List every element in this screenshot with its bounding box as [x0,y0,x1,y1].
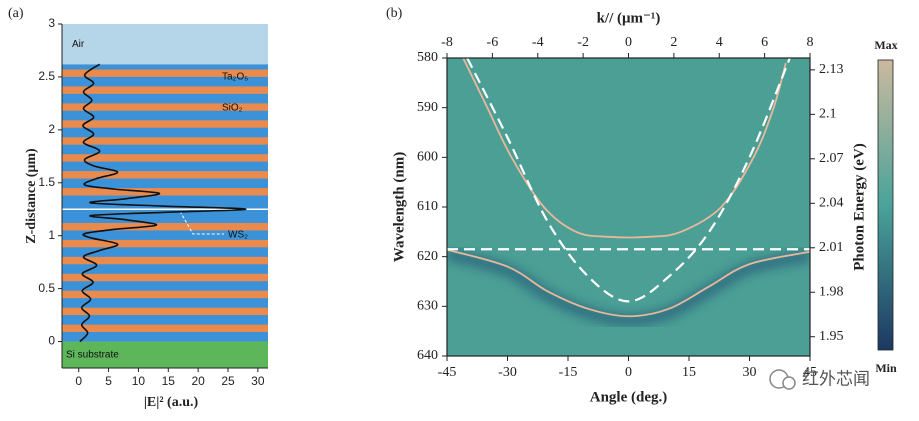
y2-tick-label: 2.13 [819,62,844,77]
y2-tick-label: 1.95 [819,329,844,344]
y2-tick-label: 2.01 [819,240,844,255]
y-axis-label: Wavelength (nm) [391,152,407,262]
dashed-line [466,58,791,303]
x-tick-label: 20 [191,374,205,388]
field-profile [79,63,247,343]
x-tick-label: 30 [251,374,265,388]
ta2o5-layer [62,86,268,94]
ta2o5-layer [62,103,268,111]
region [62,24,268,65]
watermark-text: 红外芯闻 [802,369,870,388]
annotation: SiO₂ [222,103,243,114]
x2-tick-label: -2 [577,35,589,50]
ta2o5-layer [62,307,268,316]
y-tick-label: 630 [417,299,438,314]
shade [447,247,810,327]
y-tick-label: 2 [48,122,55,136]
watermark: 红外芯闻 [769,369,870,390]
ta2o5-layer [62,290,268,299]
y-tick-label: 600 [417,150,438,165]
y-axis-label: Z-distance (μm) [24,148,39,244]
y2-axis-label: Photon Energy (eV) [851,143,867,271]
dispersion-line [462,58,787,239]
x2-axis-label: k// (μm⁻¹) [597,10,661,26]
ta2o5-layer [62,188,268,196]
colorbar-label: Max [874,38,897,52]
annotation: Ta₂O₅ [222,72,248,83]
x-tick-label: 15 [682,365,696,380]
y-tick-label: 0.5 [38,281,55,295]
y2-tick-label: 1.98 [819,284,844,299]
y2-tick-label: 2.07 [819,151,844,166]
y-tick-label: 0 [48,334,55,348]
y-tick-label: 2.5 [38,69,55,83]
y-tick-label: 1.5 [38,175,55,189]
x2-tick-label: 6 [761,35,768,50]
x2-tick-label: 4 [716,35,723,50]
ta2o5-layer [62,239,268,248]
y2-tick-label: 2.04 [819,196,844,211]
x2-tick-label: 0 [625,35,632,50]
ta2o5-layer [62,324,268,333]
y-tick-label: 640 [417,348,438,363]
x-axis-label: |E|² (a.u.) [144,395,199,410]
x-tick-label: 45 [803,365,817,380]
colorbar [877,59,894,351]
ta2o5-layer [62,69,268,77]
x-tick-label: 30 [743,365,757,380]
y-tick-label: 3 [48,16,55,30]
ta2o5-layer [62,154,268,162]
y-tick-label: 1 [48,228,55,242]
region-label: Air [72,39,85,50]
dispersion-line [447,248,810,318]
x-axis-label: Angle (deg.) [590,389,668,405]
y-tick-label: 620 [417,249,438,264]
heatmap [447,58,810,327]
annotation: WS₂ [228,230,248,241]
ta2o5-layer [62,222,268,231]
ta2o5-layer [62,256,268,265]
x-tick-label: 10 [132,374,146,388]
x-tick-label: 0 [625,365,632,380]
x2-tick-label: 2 [670,35,677,50]
ta2o5-layer [62,120,268,128]
heatmap-background [447,58,810,356]
panel-label: (a) [8,6,24,21]
y-tick-label: 590 [417,100,438,115]
x-tick-label: -30 [498,365,517,380]
x-tick-label: -45 [438,365,457,380]
x2-tick-label: 8 [807,35,814,50]
x-tick-label: -15 [559,365,578,380]
region-label: Si substrate [66,349,119,360]
x-tick-label: 5 [105,374,112,388]
y-tick-label: 580 [417,50,438,65]
panel-label: (b) [386,6,403,21]
x-tick-label: 15 [162,374,176,388]
x2-tick-label: -6 [487,35,499,50]
leader [179,210,224,235]
y2-tick-label: 2.1 [819,107,837,122]
x-tick-label: 0 [75,374,82,388]
ta2o5-layer [62,137,268,145]
region [62,341,268,368]
x2-tick-label: -4 [532,35,544,50]
y-tick-label: 610 [417,199,438,214]
colorbar-label: Min [875,361,897,375]
x2-tick-label: -8 [441,35,453,50]
x-tick-label: 25 [221,374,235,388]
ta2o5-layer [62,273,268,282]
ta2o5-layer [62,171,268,179]
